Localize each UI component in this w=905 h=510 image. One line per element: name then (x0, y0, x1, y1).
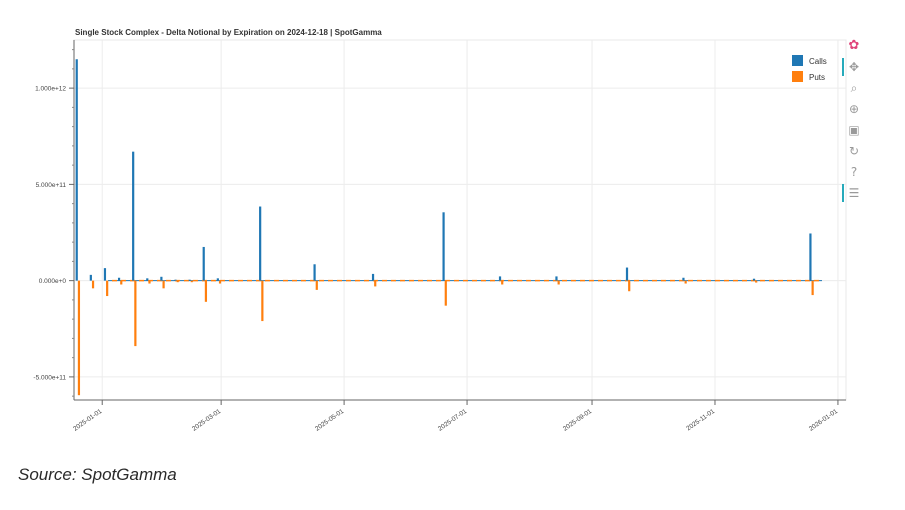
puts-bar[interactable] (77, 280, 81, 396)
calls-bar[interactable] (188, 279, 191, 281)
calls-bar[interactable] (117, 277, 121, 281)
chart-toolbar: ✿ ✥ ⌕ ⊕ ▣ ↻? ☰ (842, 37, 865, 205)
puts-bar[interactable] (315, 280, 318, 290)
x-tick-label: 2025-05-01 (314, 408, 346, 433)
puts-bar[interactable] (176, 280, 179, 283)
calls-bar[interactable] (442, 212, 445, 281)
calls-bar[interactable] (313, 264, 316, 281)
puts-bar[interactable] (162, 280, 165, 289)
puts-bar[interactable] (684, 280, 687, 284)
y-tick-label: -5.000e+11 (33, 374, 66, 381)
legend: Calls Puts (792, 55, 827, 82)
calls-bar[interactable] (555, 276, 558, 281)
bars (75, 59, 822, 396)
calls-bar[interactable] (371, 273, 375, 281)
x-tick-label: 2025-09-01 (562, 408, 594, 433)
source-caption: Source: SpotGamma (18, 465, 177, 484)
plot-area[interactable] (73, 39, 847, 401)
help-icon[interactable]: ? (850, 165, 858, 179)
legend-swatch-calls (792, 55, 803, 66)
x-tick-label: 2025-11-01 (685, 408, 716, 433)
calls-bar[interactable] (809, 233, 812, 281)
puts-bar[interactable] (218, 280, 222, 284)
x-tick-label: 2025-01-01 (72, 408, 104, 433)
calls-bar[interactable] (752, 278, 756, 281)
calls-bar[interactable] (103, 268, 107, 281)
wheel-zoom-icon[interactable]: ⊕ (848, 102, 860, 116)
calls-bar[interactable] (259, 206, 262, 281)
puts-bar[interactable] (755, 280, 758, 283)
hover-icon[interactable]: ☰ (842, 184, 863, 202)
y-tick-label: 0.000e+0 (39, 278, 67, 285)
puts-bar[interactable] (148, 280, 151, 284)
legend-swatch-puts (792, 71, 803, 82)
legend-label-calls: Calls (809, 57, 827, 66)
legend-label-puts: Puts (809, 73, 825, 82)
y-tick-label: 5.000e+11 (36, 182, 67, 189)
calls-bar[interactable] (89, 274, 92, 281)
calls-bar[interactable] (174, 279, 177, 281)
puts-bar[interactable] (557, 280, 560, 285)
calls-bar[interactable] (146, 278, 149, 281)
puts-bar[interactable] (444, 280, 447, 306)
reset-icon[interactable]: ↻ (848, 144, 860, 158)
y-tick-label: 1.000e+12 (35, 86, 66, 93)
calls-bar[interactable] (216, 278, 219, 281)
puts-bar[interactable] (190, 280, 193, 283)
calls-bar[interactable] (682, 277, 685, 281)
x-tick-label: 2025-07-01 (437, 408, 469, 433)
puts-bar[interactable] (811, 280, 814, 296)
puts-bar[interactable] (628, 280, 631, 292)
chart-title: Single Stock Complex - Delta Notional by… (75, 28, 382, 37)
x-tick-label: 2026-01-01 (808, 408, 840, 433)
bokeh-logo-icon: ✿ (848, 38, 860, 53)
calls-bar[interactable] (625, 267, 629, 281)
calls-bar[interactable] (160, 276, 163, 281)
puts-bar[interactable] (501, 280, 504, 285)
puts-bar[interactable] (120, 280, 123, 285)
puts-bar[interactable] (204, 280, 208, 302)
calls-bar[interactable] (132, 151, 135, 281)
calls-bar[interactable] (75, 59, 78, 281)
x-tick-label: 2025-03-01 (191, 408, 223, 433)
pan-icon[interactable]: ✥ (842, 58, 863, 76)
calls-bar[interactable] (202, 246, 205, 281)
box-zoom-icon[interactable]: ⌕ (850, 81, 858, 95)
save-icon[interactable]: ▣ (848, 123, 860, 137)
puts-bar[interactable] (134, 280, 137, 347)
puts-bar[interactable] (261, 280, 264, 322)
puts-bar[interactable] (374, 280, 377, 287)
calls-bar[interactable] (498, 276, 502, 281)
puts-bar[interactable] (91, 280, 95, 289)
puts-bar[interactable] (106, 280, 109, 297)
